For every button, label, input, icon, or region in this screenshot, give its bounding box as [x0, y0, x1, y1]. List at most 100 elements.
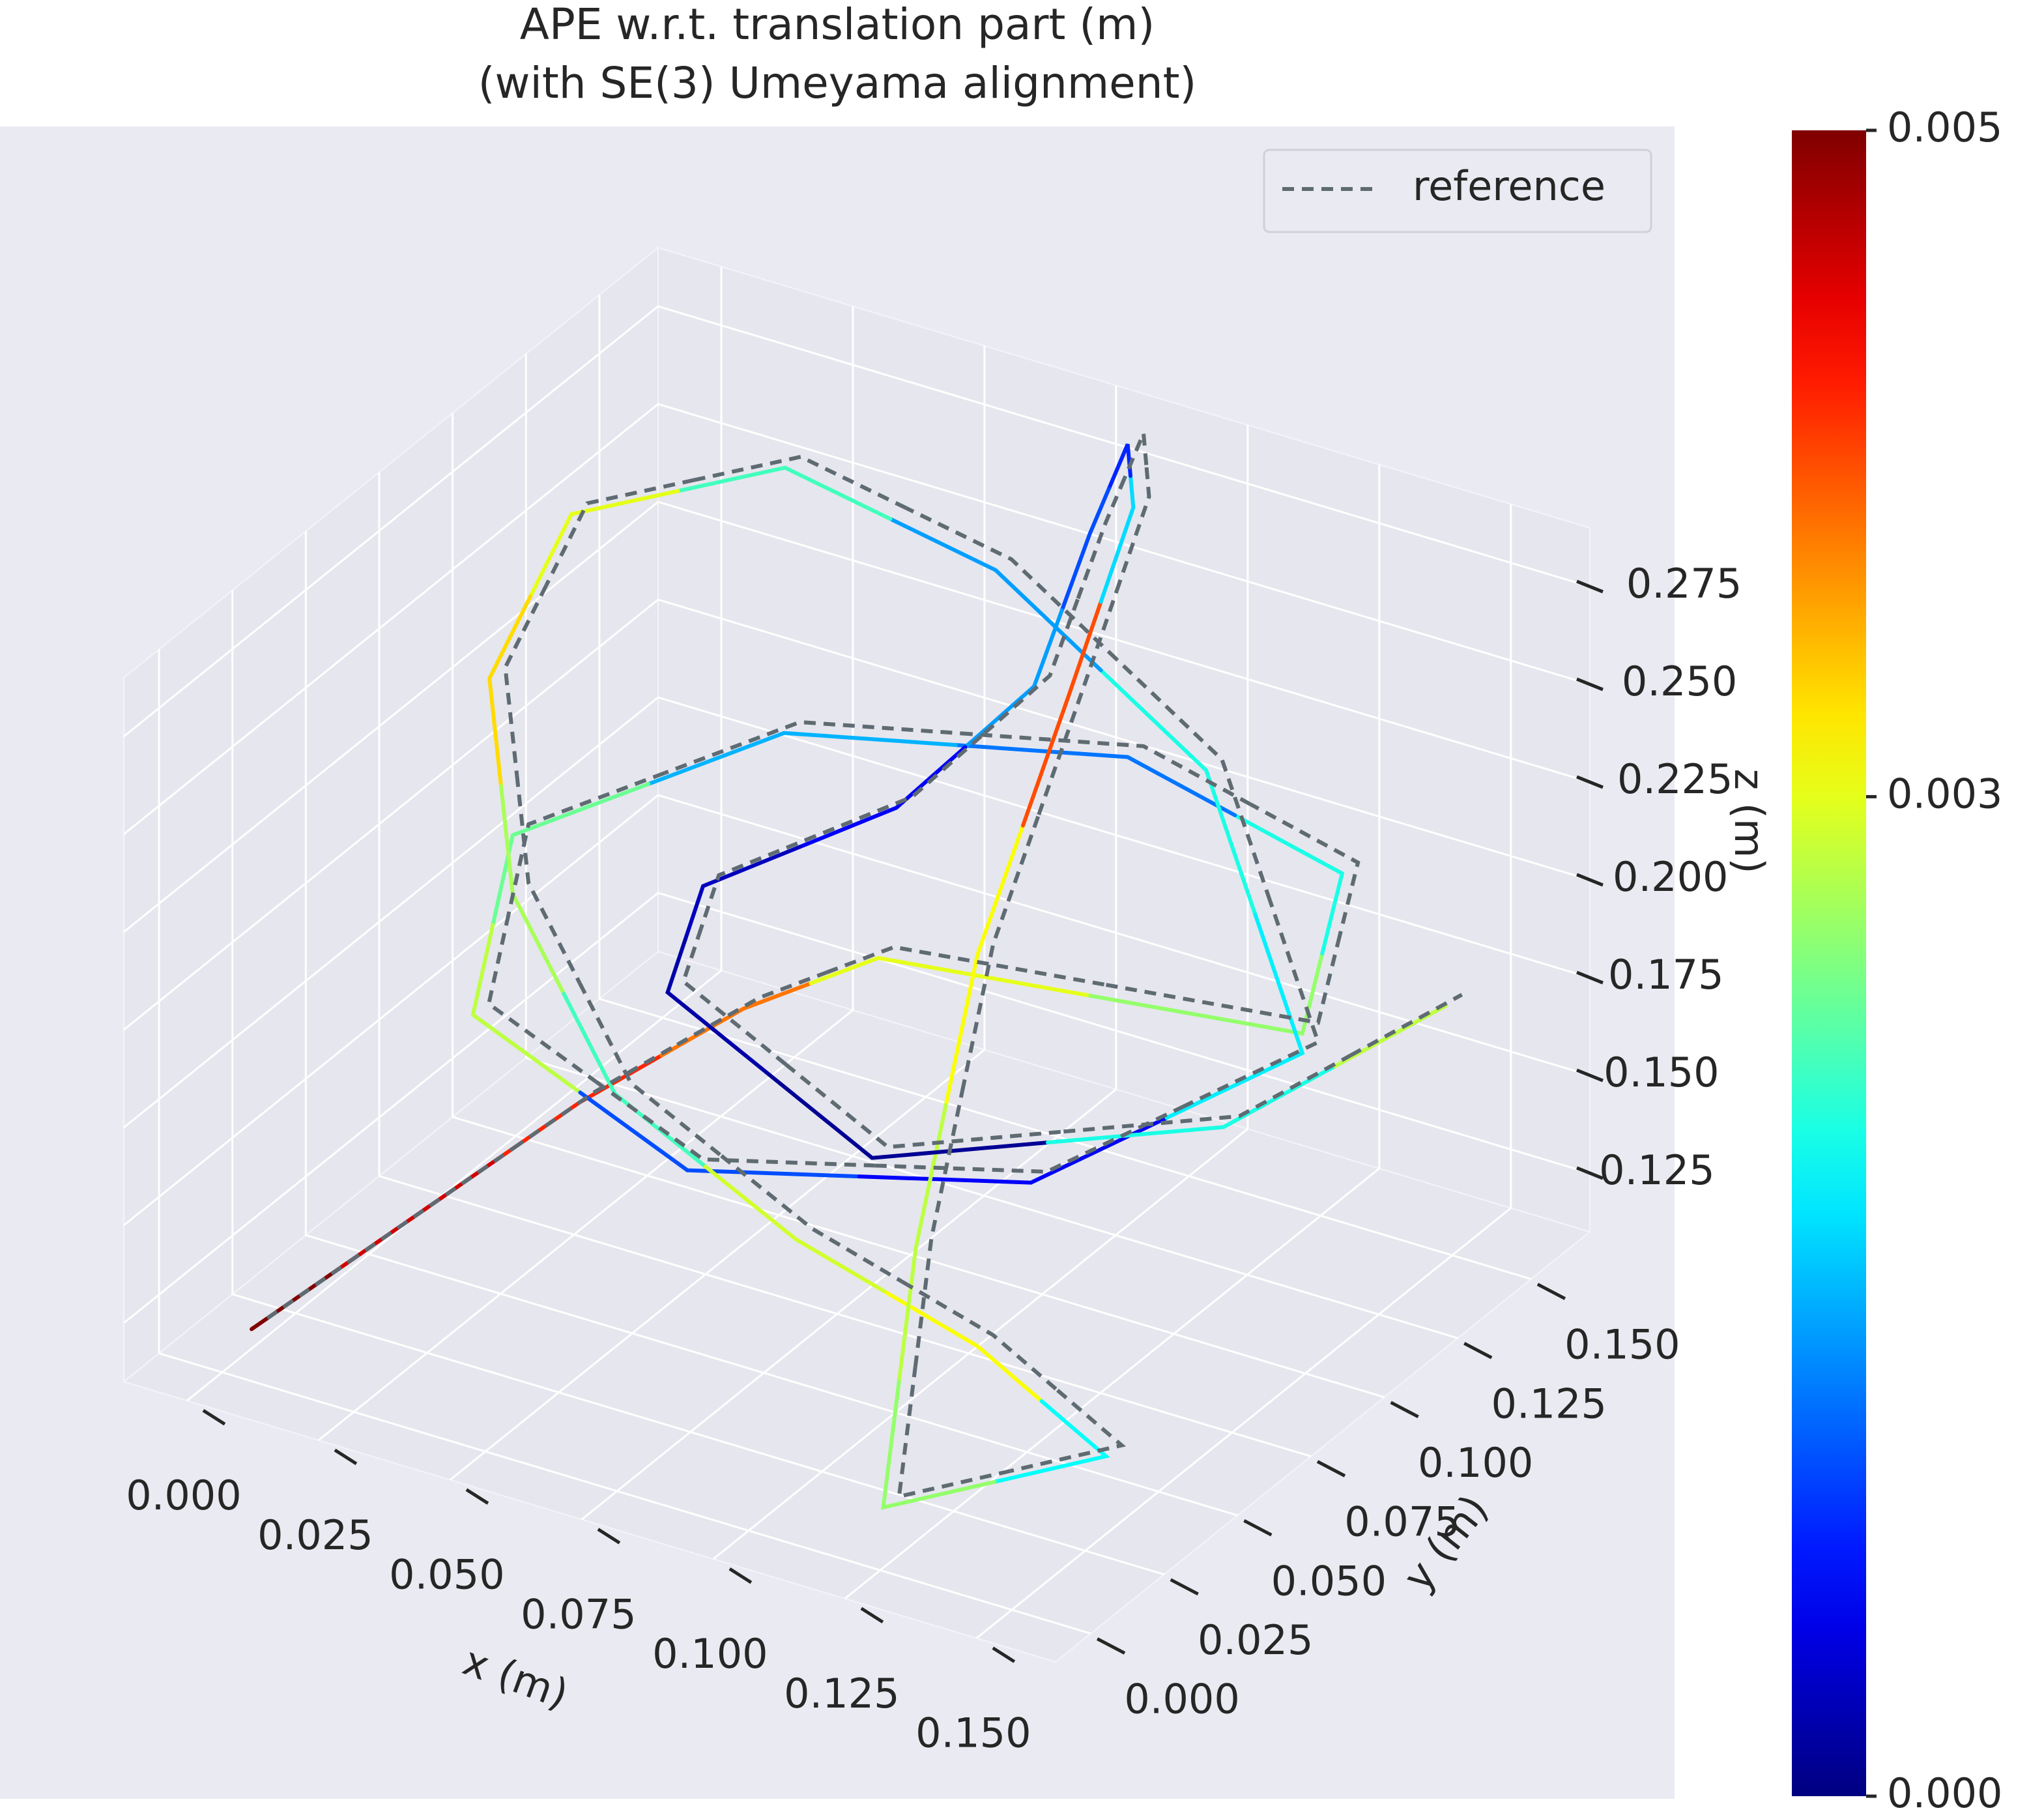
trajectory-segment [944, 823, 1025, 1104]
z-tick [1576, 970, 1604, 985]
grid-line [712, 1128, 1248, 1560]
x-tick [465, 1488, 489, 1505]
x-tick-label: 0.025 [257, 1511, 373, 1559]
z-tick [1576, 677, 1604, 691]
reference-segment [1037, 590, 1119, 815]
grid-line [657, 598, 1591, 881]
y-tick-label: 0.100 [1418, 1439, 1534, 1487]
colorbar [1792, 130, 1866, 1796]
trajectory-segment [809, 955, 1093, 998]
reference-segment [515, 775, 582, 984]
trajectory-segment [885, 1290, 1044, 1403]
z-tick [1576, 1068, 1604, 1083]
grid-line [123, 598, 659, 1031]
grid-line [657, 305, 1591, 588]
reference-segment [348, 1146, 515, 1264]
trajectory-segment [857, 1116, 1169, 1185]
y-tick-label: 0.050 [1271, 1557, 1387, 1605]
reference-segment [1181, 900, 1321, 1109]
y-tick-label: 0.025 [1198, 1616, 1314, 1664]
trajectory-segment [881, 1376, 997, 1510]
x-tick [992, 1646, 1016, 1663]
grid-line [581, 1088, 1117, 1521]
trajectory-segment [1233, 813, 1345, 955]
trajectory-segment [659, 981, 813, 1058]
grid-line [305, 1234, 1238, 1517]
reference-segment [503, 584, 548, 776]
y-tick [1390, 1401, 1419, 1419]
x-tick-label: 0.050 [389, 1551, 505, 1599]
reference-segment [720, 1154, 904, 1284]
reference-segment [506, 771, 665, 915]
grid-line [123, 501, 659, 933]
trajectory-segment [1099, 668, 1256, 914]
grid-line [599, 998, 1532, 1280]
x-tick-label: 0.075 [521, 1590, 637, 1638]
y-tick-label: 0.150 [1564, 1321, 1680, 1369]
y-tick [1463, 1341, 1493, 1360]
grid-line [657, 696, 1591, 979]
reference-segment [979, 598, 1080, 738]
reference-segment [901, 1280, 1059, 1392]
grid-line [657, 501, 1591, 783]
legend-box [1263, 149, 1652, 233]
trajectory-segment [703, 1165, 889, 1295]
y-tick [1536, 1283, 1566, 1300]
reference-segment [676, 970, 828, 1047]
z-tick-label: 0.200 [1613, 853, 1729, 901]
reference-segment [826, 945, 1107, 987]
y-tick-label: 0.075 [1344, 1498, 1460, 1546]
y-tick [1316, 1460, 1346, 1477]
trajectory-segment [487, 594, 533, 789]
reference-segment [905, 506, 1118, 661]
grid-line [452, 1116, 1385, 1399]
grid-line [123, 305, 659, 738]
reference-segment [1076, 477, 1127, 600]
y-tick-label: 0.125 [1491, 1380, 1607, 1427]
grid-line [379, 1175, 1312, 1457]
reference-segment [1010, 1388, 1127, 1473]
grid-line [844, 1167, 1380, 1599]
trajectory-segment [1088, 952, 1325, 1036]
trajectory-segment [470, 923, 583, 1095]
colorbar-tick-label: 0.005 [1887, 104, 2003, 151]
z-tick-label: 0.125 [1599, 1146, 1715, 1194]
reference-segment [1349, 993, 1463, 1058]
z-tick-label: 0.225 [1617, 755, 1733, 803]
x-tick-label: 0.000 [126, 1472, 242, 1519]
z-tick-label: 0.175 [1608, 951, 1724, 998]
x-tick [597, 1528, 621, 1545]
z-tick [1576, 1166, 1604, 1180]
reference-segment [913, 1090, 964, 1368]
trajectory-segment [1332, 1003, 1448, 1069]
z-tick-label: 0.150 [1604, 1049, 1720, 1096]
grid-line [123, 794, 659, 1227]
y-tick [1243, 1519, 1273, 1537]
grid-line [186, 969, 722, 1402]
trajectory-segment [798, 745, 968, 849]
z-tick [1576, 579, 1604, 594]
reference-segment [1063, 1053, 1352, 1134]
x-tick-label: 0.150 [915, 1710, 1031, 1757]
grid-line [123, 696, 659, 1129]
z-tick [1576, 873, 1604, 887]
trajectory-segment [578, 1090, 861, 1179]
chart-title: APE w.r.t. translation part (m) [520, 0, 1155, 50]
reference-segment [897, 1367, 1011, 1500]
trajectory-segment [992, 1399, 1110, 1484]
grid-line [449, 1049, 985, 1481]
grid-line [975, 1207, 1512, 1639]
x-tick-label: 0.125 [784, 1670, 900, 1717]
reference-segment [1123, 432, 1149, 479]
z-tick-label: 0.250 [1622, 658, 1738, 705]
trajectory-segment [1059, 487, 1111, 613]
y-tick [1170, 1578, 1199, 1596]
grid-line [232, 1293, 1165, 1576]
colorbar-tick-label: 0.003 [1887, 770, 2003, 817]
trajectory-segment [768, 1073, 1050, 1160]
reference-segment [1105, 942, 1340, 1025]
trajectory-segment [665, 937, 772, 1077]
chart-subtitle: (with SE(3) Umeyama alignment) [478, 58, 1196, 108]
reference-segment [486, 913, 597, 1084]
